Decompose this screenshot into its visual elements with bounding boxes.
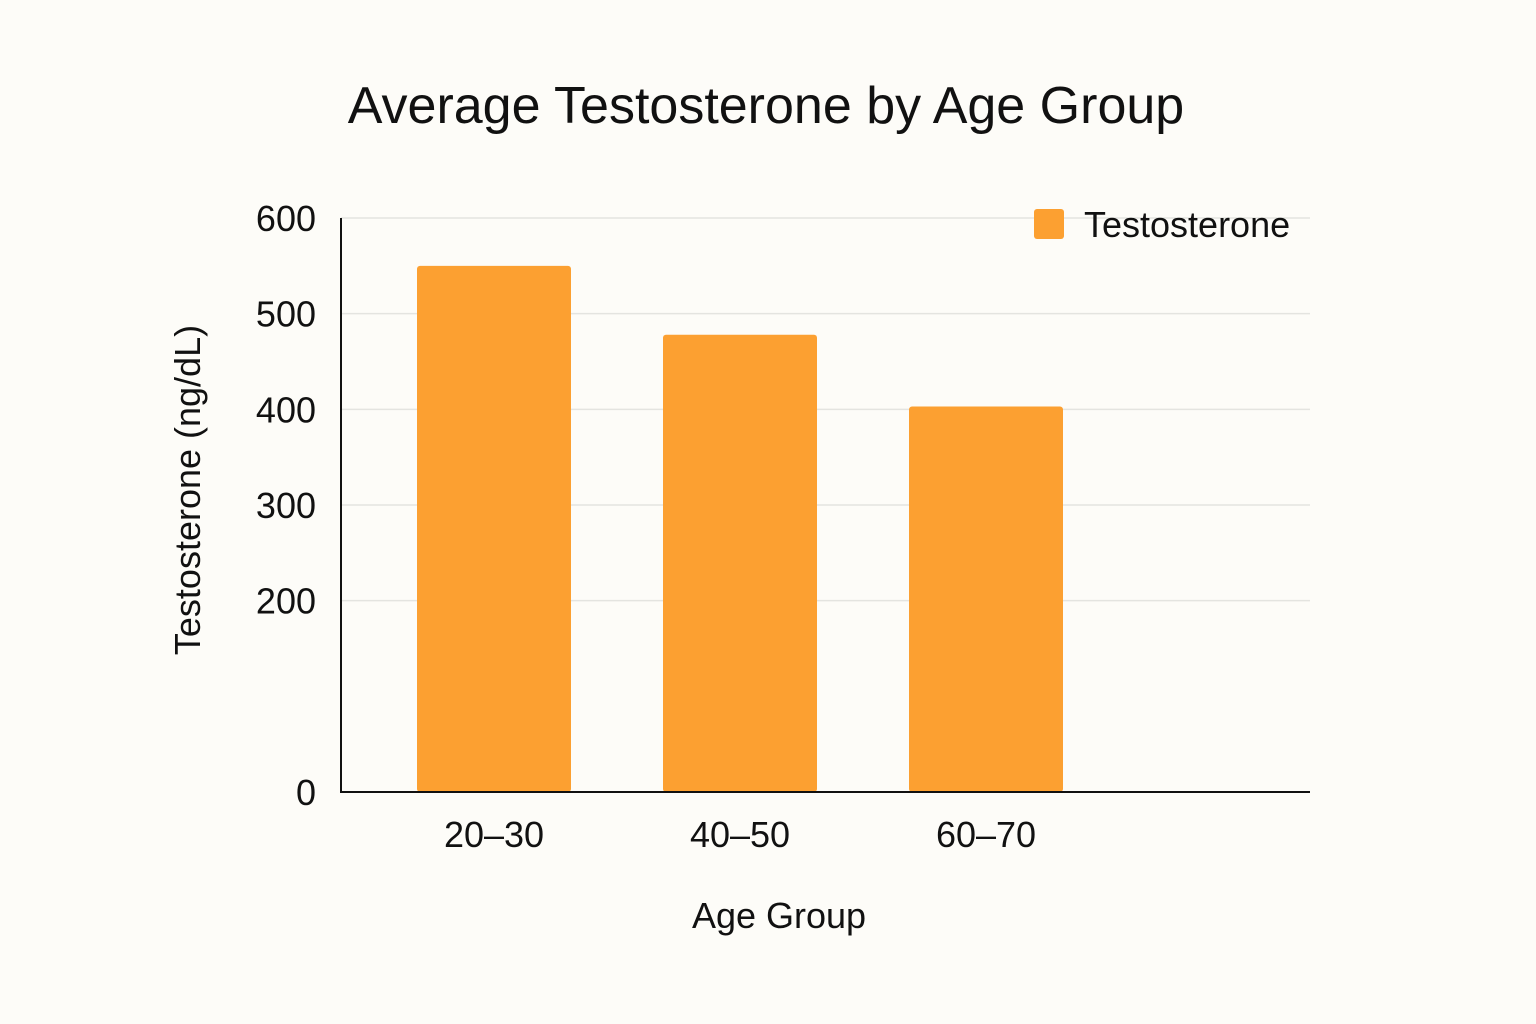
y-axis-label: Testosterone (ng/dL) bbox=[167, 325, 208, 655]
chart-title: Average Testosterone by Age Group bbox=[348, 77, 1184, 135]
x-tick-label: 20–30 bbox=[444, 814, 544, 855]
bar bbox=[663, 334, 817, 792]
legend-swatch bbox=[1034, 209, 1064, 239]
bars bbox=[417, 265, 1063, 792]
legend-label: Testosterone bbox=[1084, 204, 1290, 245]
x-tick-label: 60–70 bbox=[936, 814, 1036, 855]
y-tick-label: 0 bbox=[296, 772, 316, 813]
x-axis-ticks: 20–30 40–50 60–70 bbox=[444, 814, 1036, 855]
bar bbox=[909, 406, 1063, 792]
legend: Testosterone bbox=[1034, 204, 1290, 245]
y-tick-label: 200 bbox=[256, 581, 316, 622]
x-tick-label: 40–50 bbox=[690, 814, 790, 855]
y-tick-label: 300 bbox=[256, 485, 316, 526]
y-tick-label: 500 bbox=[256, 294, 316, 335]
bar bbox=[417, 265, 571, 792]
x-axis-label: Age Group bbox=[692, 895, 866, 936]
y-tick-label: 600 bbox=[256, 198, 316, 239]
y-tick-label: 400 bbox=[256, 389, 316, 430]
y-axis-ticks: 0 200 300 400 500 600 bbox=[256, 198, 316, 813]
